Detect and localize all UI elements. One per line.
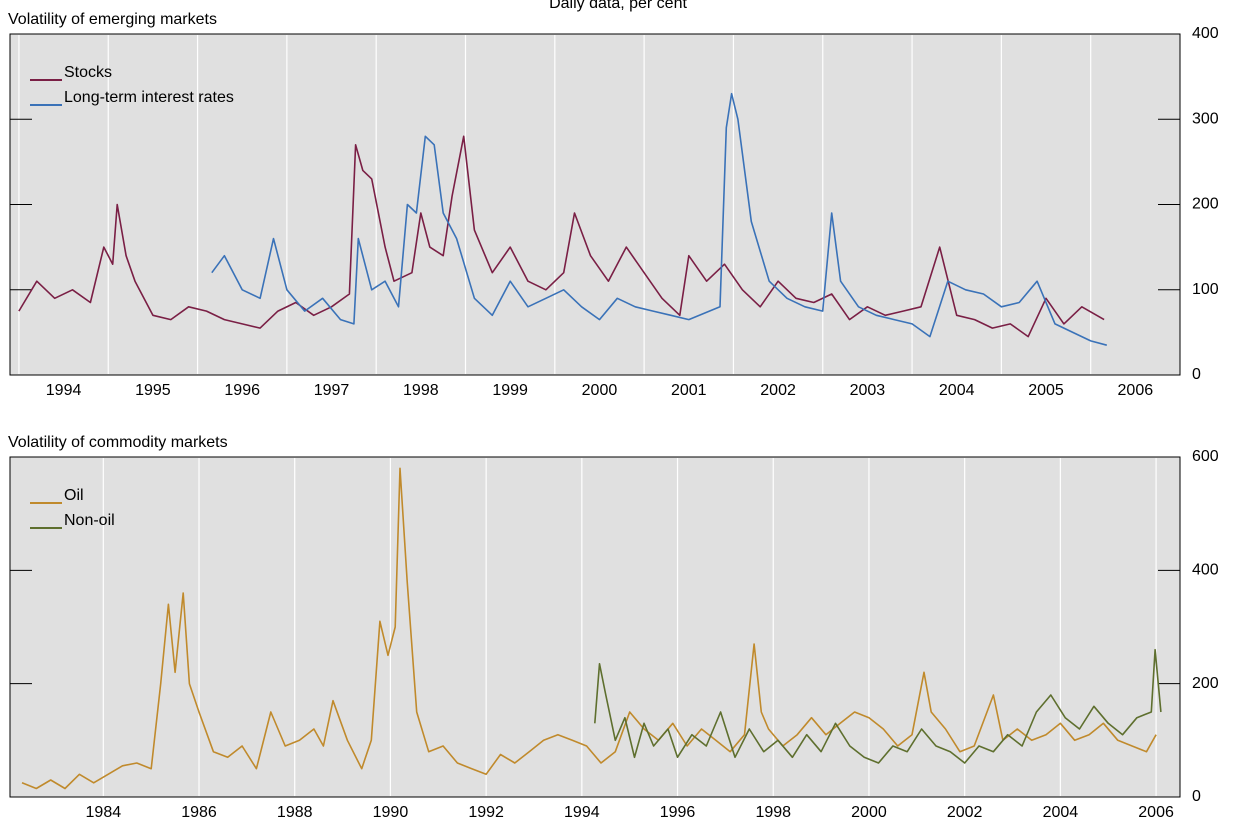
x-tick-label: 2003 bbox=[850, 382, 886, 399]
legend-label: Stocks bbox=[64, 64, 112, 81]
y-tick-label: 400 bbox=[1192, 562, 1219, 579]
x-tick-label: 1984 bbox=[86, 804, 122, 821]
panel-title: Volatility of commodity markets bbox=[8, 434, 228, 451]
series-line bbox=[21, 467, 1157, 790]
x-tick-label: 2000 bbox=[851, 804, 887, 821]
y-tick-label: 600 bbox=[1192, 448, 1219, 465]
x-tick-label: 1988 bbox=[277, 804, 313, 821]
x-tick-label: 2002 bbox=[760, 382, 796, 399]
x-tick-label: 1996 bbox=[660, 804, 696, 821]
panel-title: Volatility of emerging markets bbox=[8, 11, 217, 28]
x-tick-label: 1994 bbox=[564, 804, 600, 821]
plot-area bbox=[9, 33, 1181, 376]
y-tick-label: 400 bbox=[1192, 25, 1219, 42]
y-tick-label: 0 bbox=[1192, 366, 1201, 383]
x-tick-label: 1992 bbox=[468, 804, 504, 821]
y-tick-label: 300 bbox=[1192, 110, 1219, 127]
y-tick-label: 200 bbox=[1192, 196, 1219, 213]
x-tick-label: 2005 bbox=[1028, 382, 1064, 399]
y-tick-label: 0 bbox=[1192, 788, 1201, 805]
x-tick-label: 2006 bbox=[1138, 804, 1174, 821]
series-line bbox=[211, 92, 1108, 346]
x-tick-label: 2002 bbox=[947, 804, 983, 821]
legend-label: Oil bbox=[64, 487, 84, 504]
y-tick-label: 100 bbox=[1192, 281, 1219, 298]
legend-label: Long-term interest rates bbox=[64, 89, 234, 106]
x-tick-label: 2004 bbox=[939, 382, 975, 399]
x-tick-label: 1997 bbox=[314, 382, 350, 399]
x-tick-label: 1998 bbox=[755, 804, 791, 821]
series-line bbox=[594, 648, 1162, 764]
x-tick-label: 1996 bbox=[224, 382, 260, 399]
x-tick-label: 1998 bbox=[403, 382, 439, 399]
x-tick-label: 2001 bbox=[671, 382, 707, 399]
figure-subtitle: Daily data, per cent bbox=[549, 0, 687, 12]
x-tick-label: 1994 bbox=[46, 382, 82, 399]
y-tick-label: 200 bbox=[1192, 675, 1219, 692]
x-tick-label: 1986 bbox=[181, 804, 217, 821]
x-tick-label: 2000 bbox=[582, 382, 618, 399]
x-tick-label: 1990 bbox=[373, 804, 409, 821]
series-line bbox=[18, 135, 1105, 338]
x-tick-label: 2004 bbox=[1043, 804, 1079, 821]
plot-area bbox=[9, 456, 1181, 798]
x-tick-label: 1999 bbox=[492, 382, 528, 399]
x-tick-label: 2006 bbox=[1118, 382, 1154, 399]
legend-label: Non-oil bbox=[64, 512, 115, 529]
x-tick-label: 1995 bbox=[135, 382, 171, 399]
